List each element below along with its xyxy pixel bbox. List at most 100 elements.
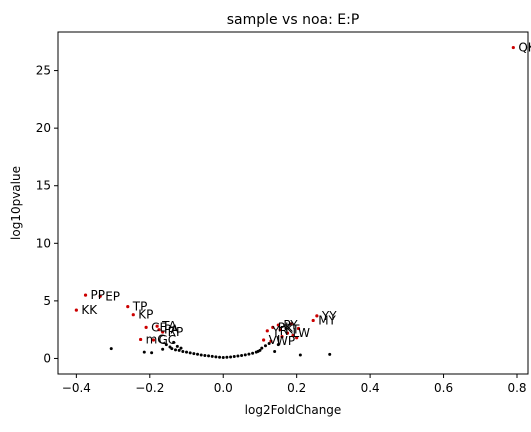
- significant-point: [295, 336, 299, 340]
- data-point: [150, 351, 154, 355]
- point-label: VI: [269, 333, 281, 347]
- x-tick-label: 0.4: [361, 381, 380, 395]
- significant-point: [278, 328, 282, 332]
- significant-point: [511, 45, 515, 50]
- data-point: [170, 347, 174, 351]
- significant-point: [280, 334, 284, 339]
- point-label: KT: [285, 323, 300, 337]
- y-tick-label: 0: [43, 351, 51, 365]
- data-point: [164, 343, 168, 347]
- significant-point: [265, 329, 269, 333]
- data-point: [256, 349, 260, 353]
- y-tick-label: 5: [43, 294, 51, 308]
- data-point: [196, 352, 200, 356]
- point-label: mC: [146, 332, 166, 346]
- data-point: [298, 353, 302, 357]
- data-point: [251, 351, 255, 355]
- x-tick-label: −0.2: [135, 381, 164, 395]
- point-label: CE: [151, 320, 167, 334]
- x-tick-label: 0.6: [434, 381, 453, 395]
- data-point: [328, 352, 332, 356]
- data-point: [179, 346, 183, 350]
- point-label: PK: [278, 320, 294, 334]
- data-point: [185, 350, 189, 354]
- data-point: [243, 353, 247, 357]
- data-point: [181, 350, 185, 354]
- point-label: QK: [518, 41, 531, 55]
- point-label: KK: [81, 303, 98, 317]
- data-point: [221, 356, 225, 360]
- data-point: [142, 350, 146, 354]
- point-label: WP: [276, 334, 295, 348]
- point-label: GC: [158, 333, 176, 347]
- significant-point: [126, 305, 130, 309]
- axes-frame: [57, 31, 529, 375]
- y-tick-label: 10: [36, 236, 51, 250]
- data-point: [263, 344, 267, 348]
- point-label: RP: [168, 325, 184, 339]
- data-point: [177, 348, 181, 352]
- data-point: [218, 355, 222, 359]
- x-tick-label: −0.4: [62, 381, 91, 395]
- data-point: [240, 353, 244, 357]
- data-point: [188, 351, 192, 355]
- data-point: [236, 354, 240, 358]
- point-label: MY: [318, 313, 336, 327]
- significant-point: [157, 328, 161, 332]
- significant-point: [98, 294, 102, 298]
- y-axis-label: log10pvalue: [9, 166, 23, 240]
- significant-point: [161, 330, 165, 334]
- significant-point: [131, 313, 135, 317]
- data-point: [192, 352, 196, 356]
- point-label: YR: [271, 324, 288, 338]
- significant-point: [311, 318, 315, 323]
- x-axis-label: log2FoldChange: [245, 403, 342, 417]
- data-point: [175, 344, 179, 348]
- data-point: [109, 347, 113, 351]
- data-point: [267, 341, 271, 345]
- significant-point: [285, 331, 290, 335]
- data-point: [260, 346, 264, 350]
- data-point: [172, 340, 176, 344]
- x-tick-label: 0.8: [507, 381, 526, 395]
- y-axis: 0 5 10 15 20 25: [36, 64, 58, 365]
- y-tick-label: 15: [36, 179, 51, 193]
- point-label: EP: [105, 289, 120, 303]
- data-point: [232, 354, 236, 358]
- significant-point: [155, 324, 159, 328]
- data-point: [210, 354, 214, 358]
- data-point: [273, 350, 277, 354]
- point-label: PY: [283, 318, 298, 332]
- significant-point: [289, 322, 293, 326]
- data-point: [229, 355, 233, 359]
- point-label: PP: [91, 288, 105, 302]
- significant-point: [74, 308, 78, 312]
- data-point: [199, 353, 203, 357]
- data-point: [225, 355, 229, 359]
- y-tick-label: 25: [36, 64, 51, 78]
- significant-point: [291, 333, 295, 338]
- significant-point: [262, 338, 266, 342]
- data-point: [247, 352, 251, 356]
- x-tick-label: 0.2: [287, 381, 306, 395]
- point-label: KP: [138, 308, 153, 322]
- significant-point: [144, 325, 148, 329]
- data-point: [161, 347, 165, 351]
- significant-point: [83, 293, 88, 297]
- data-point: [203, 353, 207, 357]
- data-point: [214, 355, 218, 359]
- significant-point: [269, 339, 273, 343]
- point-label: PA: [164, 323, 179, 337]
- point-label: YY: [321, 309, 337, 323]
- x-axis: −0.4 −0.2 0.0 0.2 0.4 0.6 0.8: [62, 374, 527, 395]
- significant-point: [315, 314, 319, 318]
- y-tick-label: 20: [36, 121, 51, 135]
- x-tick-label: 0.0: [214, 381, 233, 395]
- data-point: [174, 348, 177, 352]
- point-label: TA: [161, 319, 177, 333]
- point-label: LW: [292, 326, 310, 340]
- significant-point: [271, 325, 275, 329]
- significant-point: [151, 338, 156, 342]
- significant-point: [139, 337, 143, 342]
